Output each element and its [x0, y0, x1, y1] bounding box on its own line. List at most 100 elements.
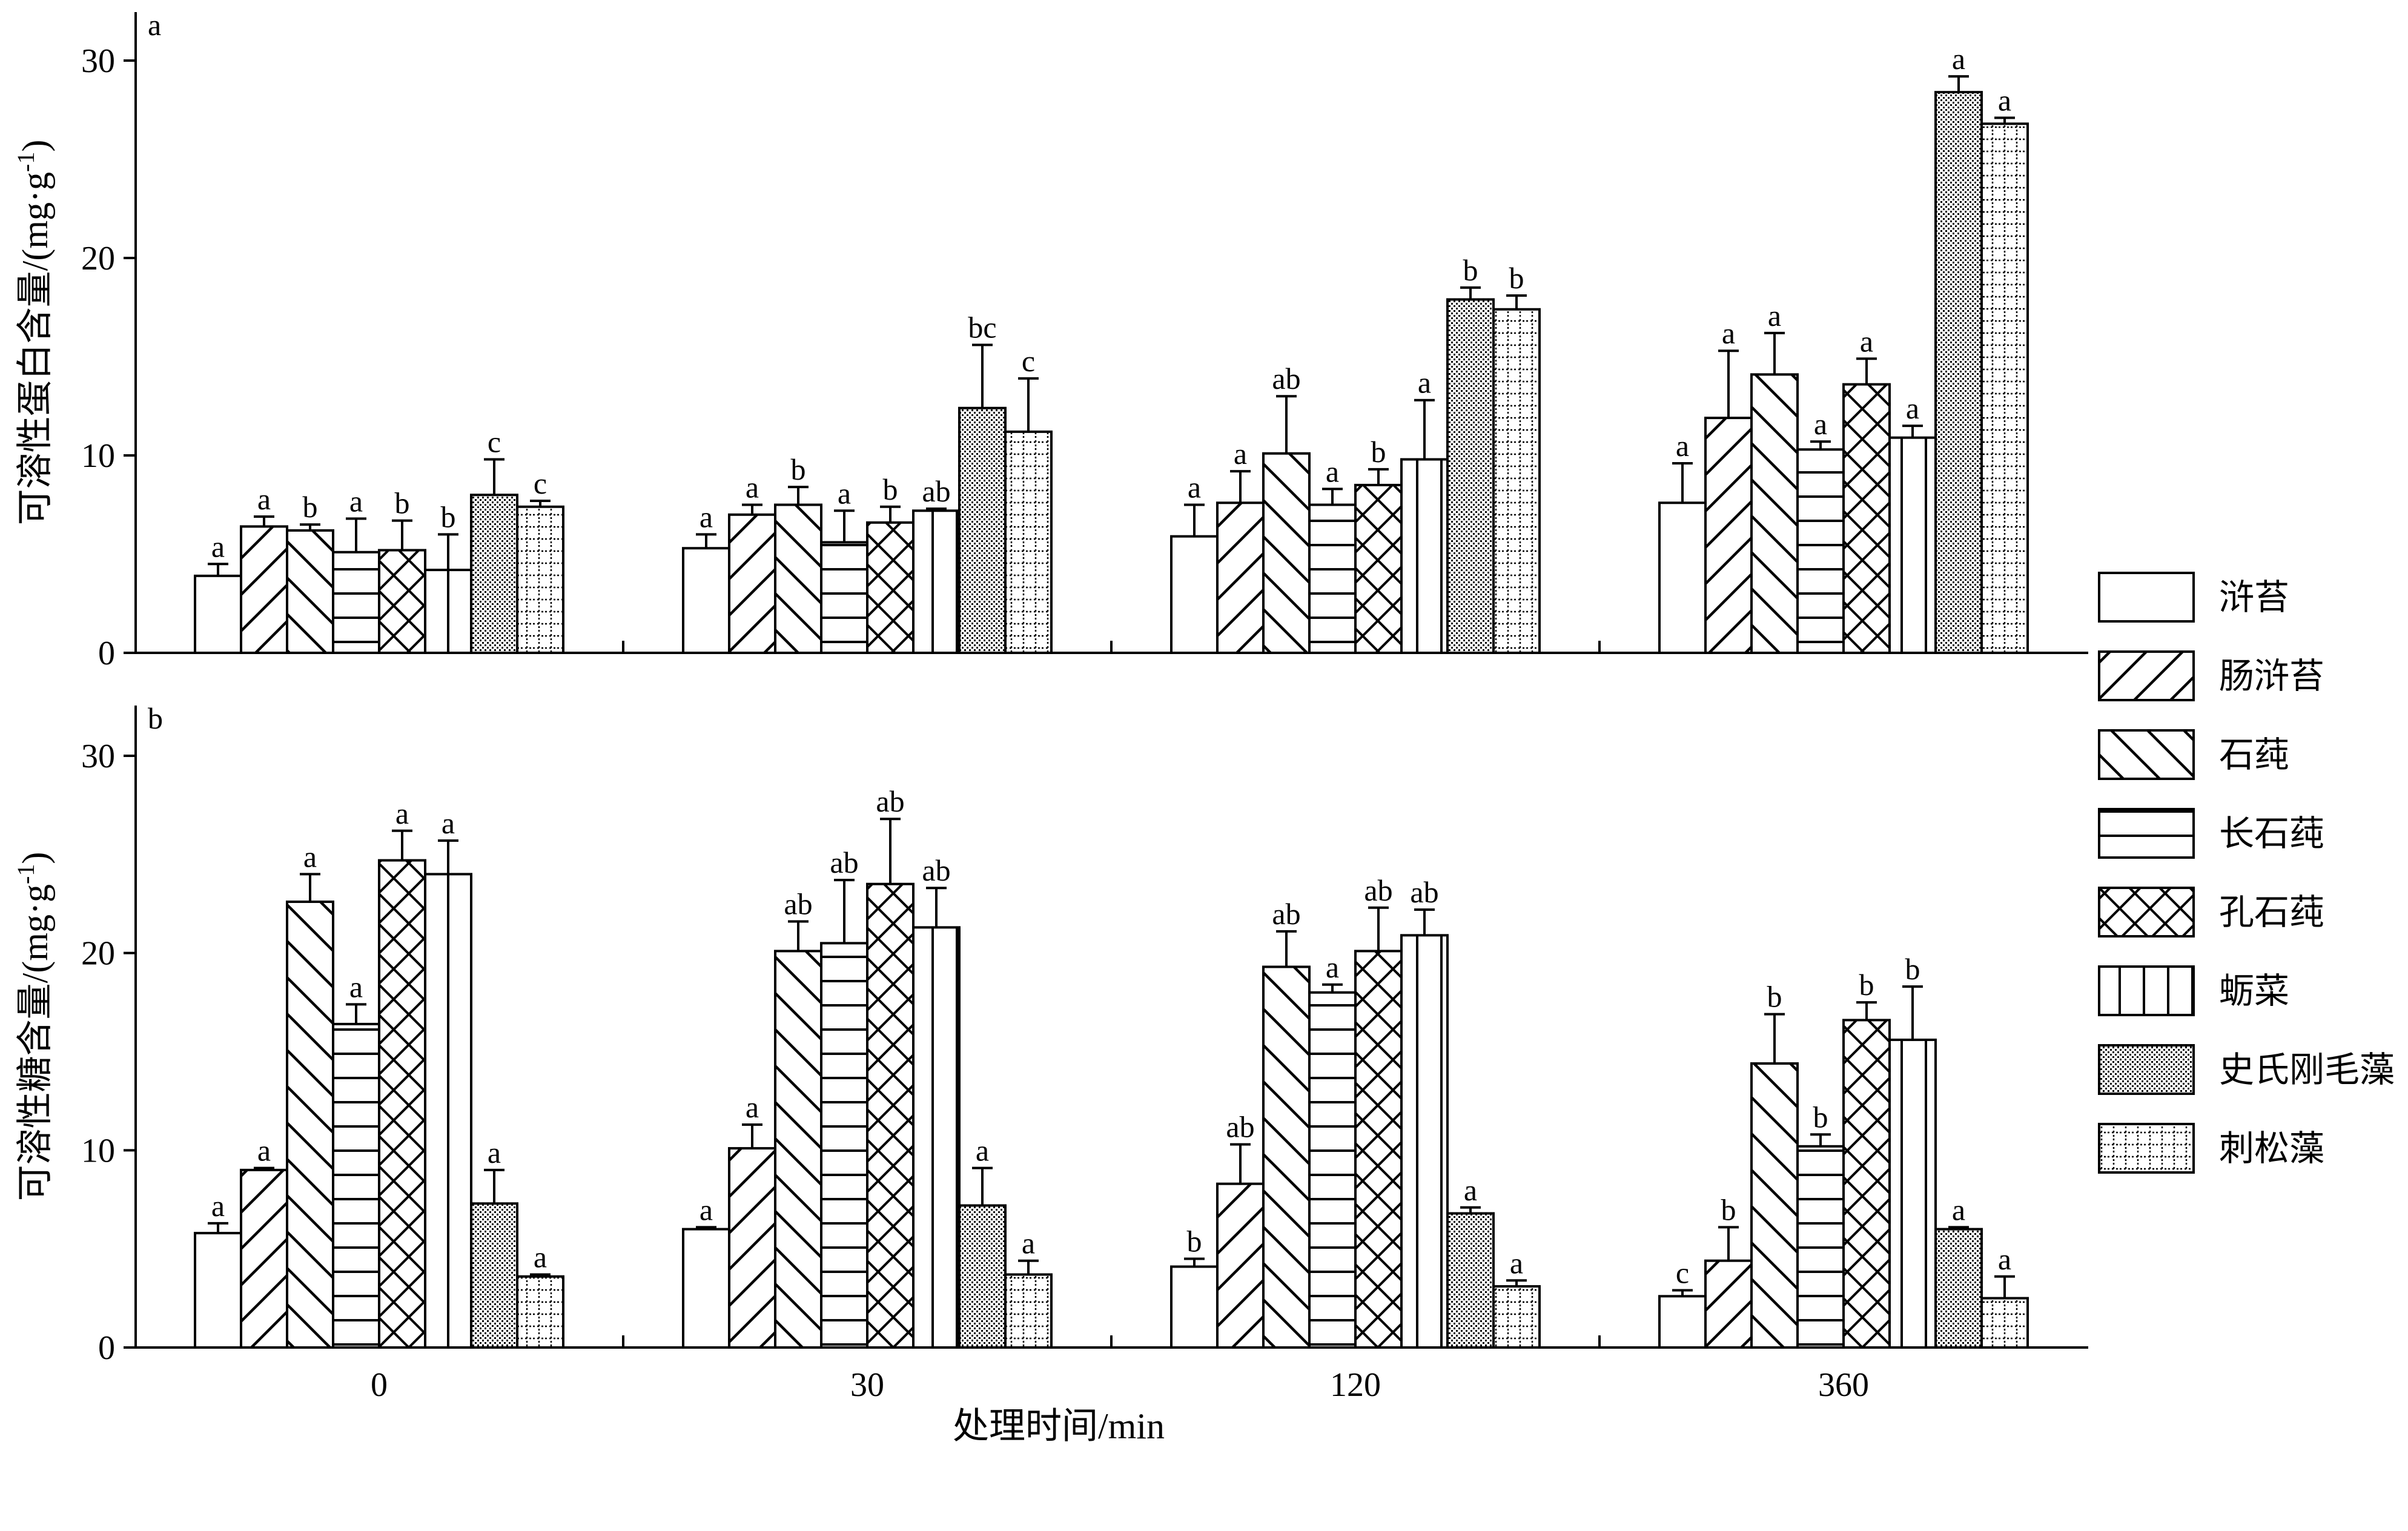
significance-label: a — [488, 1136, 501, 1169]
significance-label: b — [395, 486, 410, 520]
significance-label: a — [1188, 471, 1201, 504]
bar — [286, 529, 334, 654]
significance-label: b — [1905, 952, 1920, 986]
significance-label: b — [1721, 1192, 1736, 1226]
bar — [774, 503, 822, 654]
bar — [1980, 1297, 2029, 1349]
bar — [682, 1228, 730, 1349]
significance-label: a — [257, 482, 271, 516]
significance-label: a — [395, 796, 409, 830]
significance-label: a — [838, 476, 851, 510]
bar — [378, 859, 426, 1349]
significance-label: a — [1998, 1242, 2011, 1276]
legend-swatch — [2098, 965, 2195, 1016]
bar — [958, 406, 1007, 654]
bar — [1934, 1228, 1983, 1349]
significance-label: a — [700, 500, 713, 534]
bar — [1704, 417, 1753, 654]
bar — [240, 525, 288, 654]
y-tick-label: 10 — [81, 437, 115, 475]
bar — [1750, 373, 1799, 655]
bar — [1796, 1145, 1845, 1349]
significance-label: a — [1814, 407, 1827, 441]
bar — [194, 1232, 242, 1349]
x-axis-title: 处理时间/min — [953, 1406, 1165, 1446]
significance-label: b — [441, 500, 456, 534]
significance-label: bc — [968, 310, 996, 344]
significance-label: b — [1509, 261, 1524, 295]
bar — [820, 942, 868, 1349]
y-tick-label: 20 — [81, 240, 115, 277]
legend-swatch — [2098, 572, 2195, 623]
significance-label: a — [1906, 391, 1919, 425]
significance-label: b — [1767, 980, 1782, 1014]
bar — [516, 505, 564, 655]
legend-label: 浒苔 — [2219, 578, 2289, 617]
bar — [1446, 1212, 1495, 1349]
bar — [1400, 934, 1449, 1349]
panel-tag: a — [148, 8, 161, 42]
significance-label: a — [1464, 1173, 1477, 1207]
legend-label: 肠浒苔 — [2219, 656, 2324, 696]
significance-label: a — [442, 806, 455, 840]
y-tick-label: 10 — [81, 1132, 115, 1169]
bar — [1216, 1182, 1265, 1349]
legend-label: 刺松藻 — [2219, 1129, 2324, 1168]
significance-label: a — [700, 1192, 713, 1226]
significance-label: c — [1676, 1256, 1689, 1290]
bar — [866, 521, 915, 655]
bar — [1354, 483, 1403, 655]
bar — [1400, 458, 1449, 655]
bar — [682, 547, 730, 654]
bar — [332, 1022, 380, 1349]
bar — [332, 551, 380, 654]
bar — [1170, 1265, 1219, 1349]
bar — [1492, 308, 1541, 654]
legend-swatch — [2098, 808, 2195, 859]
bar — [286, 900, 334, 1349]
significance-label: a — [349, 970, 363, 1004]
significance-label: b — [791, 452, 806, 486]
bar — [516, 1275, 564, 1349]
significance-label: b — [1371, 435, 1386, 469]
x-tick-label: 360 — [1818, 1366, 1869, 1404]
significance-label: b — [883, 472, 898, 506]
significance-label: c — [534, 466, 547, 500]
x-tick-label: 120 — [1330, 1366, 1381, 1404]
significance-label: a — [1722, 316, 1735, 350]
significance-label: a — [1860, 324, 1873, 358]
significance-label: a — [746, 1090, 759, 1124]
significance-label: ab — [1272, 897, 1300, 931]
x-tick-label: 0 — [371, 1366, 388, 1404]
bar — [1658, 1295, 1707, 1349]
significance-label: ab — [922, 474, 950, 508]
significance-label: a — [1326, 950, 1339, 984]
significance-label: a — [1234, 437, 1247, 471]
legend-swatch — [2098, 650, 2195, 701]
significance-label: ab — [1364, 873, 1392, 907]
bar — [1216, 501, 1265, 654]
bar — [1004, 1273, 1053, 1349]
bar — [1980, 122, 2029, 654]
significance-label: ab — [830, 845, 858, 879]
y-axis-title: 可溶性蛋白含量/(mg·g-1) — [12, 140, 55, 526]
bar — [1796, 448, 1845, 654]
bar — [1308, 991, 1357, 1349]
significance-label: a — [257, 1134, 271, 1168]
bar — [1842, 1019, 1891, 1349]
bar — [1004, 430, 1053, 654]
bar — [866, 882, 915, 1349]
significance-label: b — [303, 490, 318, 524]
bar — [1308, 503, 1357, 654]
x-tick-label: 30 — [850, 1366, 884, 1404]
significance-label: a — [1998, 84, 2011, 117]
panel-tag: b — [148, 701, 163, 735]
significance-label: a — [349, 484, 363, 518]
legend-label: 史氏刚毛藻 — [2219, 1050, 2395, 1090]
bar — [1888, 1038, 1937, 1349]
bar — [1658, 501, 1707, 654]
